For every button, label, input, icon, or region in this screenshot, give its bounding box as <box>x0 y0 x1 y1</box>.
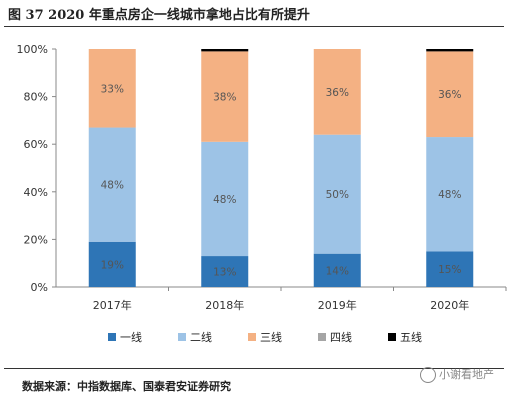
bar-segment <box>426 51 474 138</box>
data-label: 48% <box>213 194 236 206</box>
y-tick-label: 100% <box>17 43 48 56</box>
source-divider <box>4 368 504 369</box>
legend-label: 五线 <box>400 330 422 344</box>
legend-swatch <box>388 333 396 341</box>
bar-segment <box>201 51 249 142</box>
bar-segment <box>313 253 361 287</box>
bar-segment <box>426 251 474 287</box>
legend-label: 一线 <box>120 330 142 344</box>
data-label: 48% <box>438 189 461 201</box>
x-tick-label: 2019年 <box>318 298 357 312</box>
data-label: 15% <box>438 264 461 276</box>
y-tick-label: 0% <box>31 281 48 294</box>
x-tick-label: 2017年 <box>93 298 132 312</box>
watermark-text: 小谢看地产 <box>439 368 494 381</box>
bar-segment <box>88 49 136 128</box>
bar-segment <box>201 256 249 287</box>
x-tick-label: 2018年 <box>205 298 244 312</box>
legend-swatch <box>318 333 326 341</box>
y-tick-label: 80% <box>24 91 48 104</box>
stacked-bar-chart: 0% 20% 40% 60% 80% 100% 19% 48% 33% 2017年 13% 48% 38… <box>17 43 507 344</box>
data-label: 50% <box>326 189 349 201</box>
y-tick-label: 60% <box>24 138 48 151</box>
data-label: 36% <box>438 89 461 101</box>
legend-label: 三线 <box>260 330 282 344</box>
y-tick-label: 20% <box>24 233 48 246</box>
y-tick-label: 40% <box>24 186 48 199</box>
data-label: 14% <box>326 265 349 277</box>
legend-label: 四线 <box>330 330 352 344</box>
data-label: 33% <box>101 83 124 95</box>
legend-label: 二线 <box>190 330 212 344</box>
data-label: 38% <box>213 92 236 104</box>
title-divider <box>4 26 504 27</box>
data-label: 36% <box>326 87 349 99</box>
x-tick-label: 2020年 <box>430 298 469 312</box>
watermark: 小谢看地产 <box>420 366 494 383</box>
data-source: 数据来源：中指数据库、国泰君安证券研究 <box>22 380 231 393</box>
data-label: 13% <box>213 267 236 279</box>
data-label: 48% <box>101 180 124 192</box>
bar-segment <box>201 141 249 257</box>
legend-swatch <box>178 333 186 341</box>
bar-segment <box>426 137 474 252</box>
bar-segment <box>313 49 361 135</box>
legend-swatch <box>108 333 116 341</box>
bar-segment <box>313 134 361 254</box>
bar-segment <box>88 127 136 242</box>
bar-segment <box>426 49 474 52</box>
legend-swatch <box>248 333 256 341</box>
wechat-icon <box>420 367 436 383</box>
data-label: 19% <box>101 259 124 271</box>
bar-segment <box>88 241 136 287</box>
bar-segment <box>201 49 249 52</box>
figure-title: 图 37 2020 年重点房企一线城市拿地占比有所提升 <box>8 8 310 23</box>
